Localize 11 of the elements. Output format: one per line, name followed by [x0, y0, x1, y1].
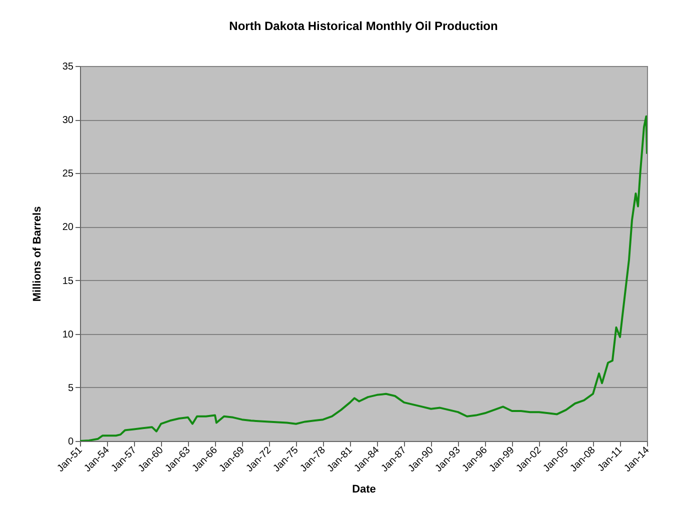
chart-title: North Dakota Historical Monthly Oil Production	[229, 19, 498, 33]
y-tick-label: 15	[62, 276, 74, 287]
y-axis-title: Millions of Barrels	[31, 206, 44, 302]
y-tick-label: 30	[62, 115, 74, 126]
y-tick-label: 20	[62, 222, 74, 234]
y-tick-label: 5	[68, 382, 74, 394]
y-tick-label: 25	[62, 168, 74, 180]
x-axis-title: Date	[352, 484, 376, 496]
y-tick-label: 10	[62, 329, 74, 340]
y-tick-label: 35	[62, 62, 74, 72]
y-tick-label: 0	[68, 436, 74, 448]
